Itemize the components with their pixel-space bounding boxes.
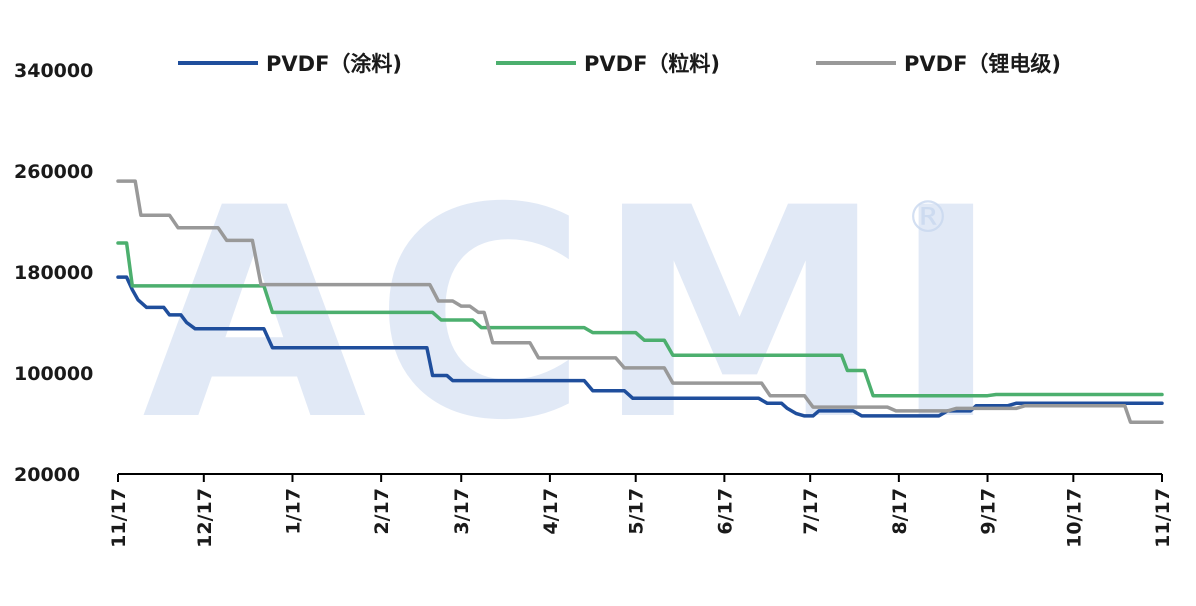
- watermark: ACMI ®: [142, 147, 1008, 484]
- x-tick-label: 7/17: [800, 488, 822, 535]
- x-tick-label: 9/17: [978, 488, 1000, 535]
- x-tick-label: 6/17: [714, 488, 736, 535]
- y-tick-label: 20000: [14, 464, 80, 486]
- watermark-text: ACMI: [142, 147, 1008, 484]
- x-tick-label: 10/17: [1063, 488, 1085, 548]
- y-tick-label: 260000: [14, 161, 93, 183]
- x-tick-label: 11/17: [1152, 488, 1174, 548]
- x-tick-label: 2/17: [371, 488, 393, 535]
- legend-item-series-1: PVDF（涂料): [178, 52, 402, 76]
- legend-item-series-2: PVDF（粒料): [496, 52, 720, 76]
- x-tick-label: 5/17: [626, 488, 648, 535]
- series-line-1: [116, 275, 1164, 418]
- series-line-3: [116, 179, 1164, 424]
- x-tick-label: 4/17: [540, 488, 562, 535]
- registered-mark: ®: [906, 192, 950, 243]
- x-axis: 11/17 12/17 1/17 2/17 3/17 4/17 5/17 6/17 7/17 8/…: [108, 473, 1174, 548]
- legend-label-series-2: PVDF（粒料): [584, 52, 720, 76]
- x-tick-label: 12/17: [194, 488, 216, 548]
- x-tick-label: 11/17: [108, 488, 130, 548]
- x-tick-label: 8/17: [889, 488, 911, 535]
- legend-label-series-3: PVDF（锂电级): [904, 52, 1061, 76]
- legend-item-series-3: PVDF（锂电级): [816, 52, 1061, 76]
- series-line-2: [116, 241, 1164, 398]
- y-tick-label: 340000: [14, 60, 93, 82]
- y-tick-label: 180000: [14, 262, 93, 284]
- series-lines: [116, 179, 1164, 424]
- legend: PVDF（涂料) PVDF（粒料) PVDF（锂电级): [178, 52, 1061, 76]
- x-tick-label: 3/17: [451, 488, 473, 535]
- y-tick-label: 100000: [14, 363, 93, 385]
- legend-label-series-1: PVDF（涂料): [266, 52, 402, 76]
- x-tick-label: 1/17: [282, 488, 304, 535]
- y-axis: 20000 100000 180000 260000 340000: [14, 60, 93, 486]
